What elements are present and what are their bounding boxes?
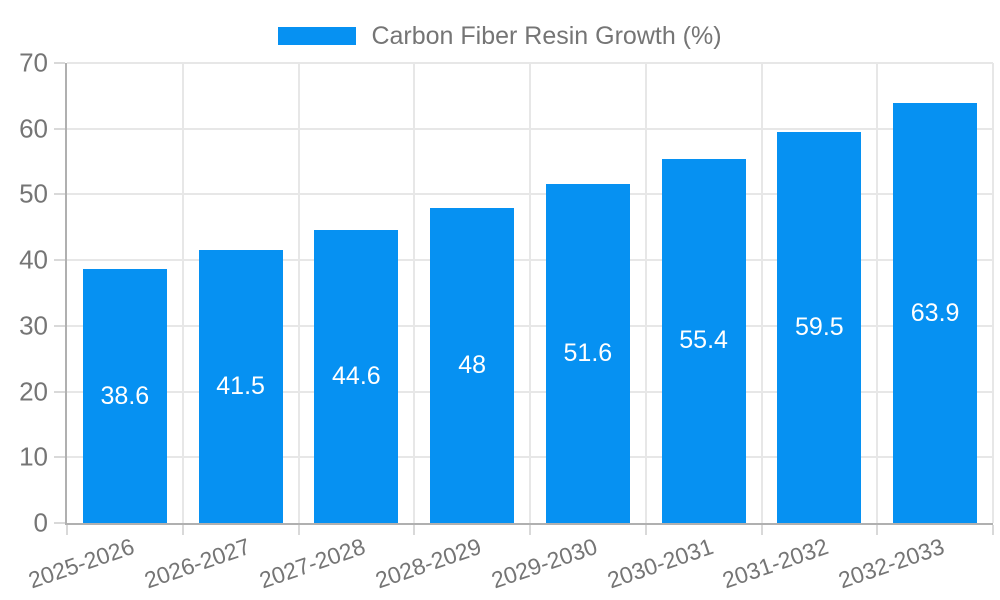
y-tick-label: 60: [19, 113, 48, 144]
bar[interactable]: 55.4: [661, 158, 746, 523]
x-axis-tick: [992, 525, 994, 535]
x-tick-label: 2025-2026: [24, 533, 138, 594]
y-axis-tick: [54, 324, 65, 327]
v-gridline: [297, 63, 300, 523]
y-tick-label: 30: [19, 310, 48, 341]
y-axis-tick: [54, 193, 65, 196]
x-axis-tick: [876, 525, 879, 535]
bar[interactable]: 51.6: [545, 183, 630, 523]
x-axis-tick: [644, 525, 647, 535]
x-tick-label: 2027-2028: [256, 533, 369, 594]
x-tick-label: 2031-2032: [719, 533, 832, 594]
x-axis-tick: [181, 525, 184, 535]
bar-value-label: 41.5: [216, 372, 265, 401]
y-axis-tick: [54, 522, 65, 524]
x-axis-tick: [413, 525, 416, 535]
x-axis-tick: [297, 525, 300, 535]
y-tick-label: 40: [19, 244, 48, 275]
x-axis-tick: [760, 525, 763, 535]
x-tick-label: 2030-2031: [603, 533, 717, 594]
y-axis-tick: [54, 390, 65, 393]
bar[interactable]: 48: [430, 207, 515, 523]
x-tick-label: 2026-2027: [140, 533, 254, 594]
legend-swatch-icon: [278, 27, 357, 45]
y-tick-label: 10: [19, 441, 48, 472]
x-tick-label: 2032-2033: [835, 533, 948, 594]
y-tick-label: 0: [33, 507, 48, 538]
bar[interactable]: 38.6: [82, 269, 167, 523]
y-axis-tick: [54, 62, 65, 64]
bar-value-label: 51.6: [563, 338, 613, 367]
bar-value-label: 55.4: [679, 326, 728, 355]
y-tick-label: 20: [19, 376, 48, 407]
bar[interactable]: 41.5: [198, 250, 283, 523]
legend-label: Carbon Fiber Resin Growth (%): [371, 22, 722, 50]
bar-value-label: 59.5: [795, 313, 844, 341]
y-axis-tick: [54, 259, 65, 262]
v-gridline: [644, 63, 647, 523]
y-tick-label: 50: [19, 178, 48, 209]
bar-value-label: 48: [458, 350, 487, 379]
x-tick-label: 2029-2030: [487, 533, 601, 594]
v-gridline: [413, 63, 416, 523]
bar[interactable]: 59.5: [777, 132, 862, 523]
v-gridline: [992, 63, 994, 523]
v-gridline: [181, 63, 184, 523]
v-gridline: [529, 63, 531, 523]
bar-value-label: 44.6: [332, 361, 381, 390]
y-axis-tick: [54, 456, 65, 459]
bar[interactable]: 44.6: [314, 229, 399, 523]
bar[interactable]: 63.9: [893, 103, 978, 523]
y-axis-tick: [54, 127, 65, 130]
legend[interactable]: Carbon Fiber Resin Growth (%): [0, 22, 1000, 50]
y-tick-label: 70: [19, 47, 48, 78]
bar-value-label: 63.9: [910, 298, 960, 327]
x-axis-tick: [529, 525, 531, 535]
x-axis-tick: [66, 525, 68, 535]
bar-value-label: 38.6: [100, 381, 150, 410]
plot-area: 0 10 20 30 40 50 60 70 38.6 41.5 44.6 48 51.6 55.4 59.…: [19, 48, 994, 593]
x-tick-label: 2028-2029: [372, 533, 485, 594]
v-gridline: [760, 63, 763, 523]
v-gridline: [876, 63, 879, 523]
